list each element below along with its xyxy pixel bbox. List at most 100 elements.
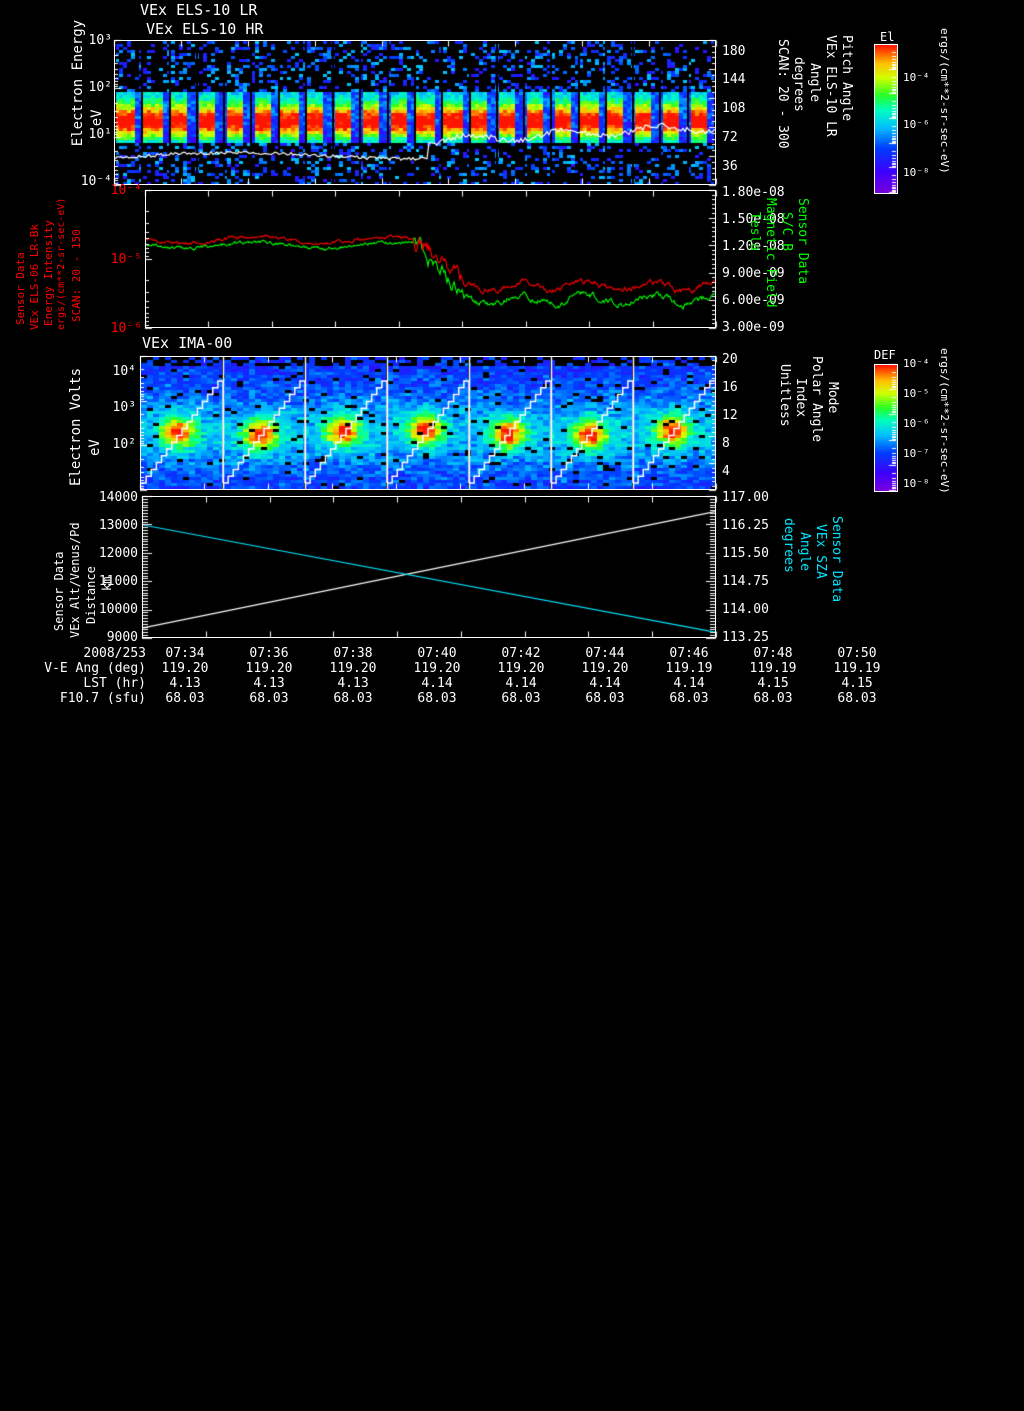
- p1-right-lab3: degrees: [791, 57, 806, 112]
- p4-rtick-5: 113.25: [722, 630, 769, 645]
- bt-veang-2: 119.20: [329, 661, 377, 676]
- bt-time-0: 07:34: [165, 646, 205, 661]
- bt-f107-5: 68.03: [585, 691, 625, 706]
- bt-veang-4: 119.20: [497, 661, 545, 676]
- p2-left-lab0: Sensor Data: [14, 252, 27, 325]
- p2-rtick-5: 3.00e-09: [722, 320, 785, 335]
- bt-veang-5: 119.20: [581, 661, 629, 676]
- bt-veang-3: 119.20: [413, 661, 461, 676]
- bt-rowlabel-1: V-E Ang (deg): [44, 661, 146, 676]
- bt-lst-0: 4.13: [169, 676, 201, 691]
- p4-ytick-5: 9000: [106, 630, 138, 645]
- panel1-right-labels: Pitch Angle VEx ELS-10 LR Angle degrees …: [770, 35, 890, 185]
- p3-right-lab1: Polar Angle: [809, 356, 824, 443]
- bt-lst-1: 4.13: [253, 676, 285, 691]
- p4-right-lab2: Angle: [797, 532, 812, 572]
- p1-right-lab0: Pitch Angle: [839, 35, 854, 122]
- p4-rtick-4: 114.00: [722, 602, 769, 617]
- p4-left-lab0: Sensor Data: [52, 551, 66, 631]
- p4-rtick-2: 115.50: [722, 546, 769, 561]
- p1-rtick-4: 36: [722, 159, 738, 174]
- panel3-spectrogram: [141, 357, 715, 489]
- bt-rowlabel-3: F10.7 (sfu): [59, 691, 146, 706]
- p2-right-lab1: S/C B: [779, 212, 794, 252]
- panel4-lines: [143, 497, 715, 637]
- p3-ytick-1: 10³: [112, 400, 136, 415]
- panel1-left-axis-unit: eV: [73, 50, 121, 160]
- p3-right-lab2: Index: [793, 378, 808, 418]
- p2-ytick-0: 10⁻⁴: [110, 183, 142, 198]
- bt-time-1: 07:36: [249, 646, 289, 661]
- p2-left-lab4: SCAN: 20 - 150: [70, 229, 83, 322]
- bt-f107-4: 68.03: [501, 691, 541, 706]
- cb3-tick-4: 10⁻⁸: [903, 477, 930, 490]
- bt-lst-8: 4.15: [841, 676, 873, 691]
- panel1-title-line1: VEx ELS-10 LR: [140, 1, 258, 19]
- p3-rtick-2: 12: [722, 408, 738, 423]
- p1-left-lab1: eV: [89, 109, 105, 127]
- panel4-right-labels: Sensor Data VEx SZA Angle degrees: [781, 496, 920, 641]
- bt-f107-0: 68.03: [165, 691, 205, 706]
- colorbar3-title: DEF: [874, 348, 896, 362]
- panel3-right-labels: Mode Polar Angle Index Unitless: [770, 352, 890, 492]
- cb1-tick-1: 10⁻⁶: [903, 118, 930, 131]
- cb3-tick-2: 10⁻⁶: [903, 417, 930, 430]
- p3-rtick-3: 8: [722, 436, 730, 451]
- cb3-tick-3: 10⁻⁷: [903, 447, 930, 460]
- bt-f107-6: 68.03: [669, 691, 709, 706]
- p2-right-lab2: Magnetic Field: [763, 198, 778, 308]
- bt-lst-6: 4.14: [673, 676, 705, 691]
- bt-veang-1: 119.20: [245, 661, 293, 676]
- bt-rowlabel-2: LST (hr): [83, 676, 146, 691]
- colorbar3-gradient: [874, 364, 898, 492]
- p1-right-lab2: Angle: [807, 63, 822, 103]
- figure-canvas: VEx ELS-10 LR VEx ELS-10 HR Electron Ene…: [0, 0, 1024, 708]
- p4-ytick-2: 12000: [98, 546, 138, 561]
- p2-left-lab2: Energy Intensity: [42, 220, 55, 326]
- bt-veang-0: 119.20: [161, 661, 209, 676]
- colorbar1-gradient: [874, 44, 898, 194]
- p1-rtick-3: 72: [722, 130, 738, 145]
- p3-rtick-4: 4: [722, 464, 730, 479]
- p4-right-lab3: degrees: [781, 518, 796, 573]
- p1-ytick-1: 10²: [88, 80, 112, 95]
- p3-ytick-0: 10⁴: [112, 364, 136, 379]
- p1-ytick-0: 10³: [88, 33, 112, 48]
- p2-left-lab1: VEx ELS-06 LR-Bk: [28, 224, 41, 330]
- bt-time-3: 07:40: [417, 646, 457, 661]
- p2-ytick-1: 10⁻⁵: [110, 252, 142, 267]
- cb1-tick-0: 10⁻⁴: [903, 71, 930, 84]
- p4-ytick-1: 13000: [98, 518, 138, 533]
- bt-time-7: 07:48: [753, 646, 793, 661]
- p4-ytick-0: 14000: [98, 490, 138, 505]
- bt-veang-6: 119.19: [665, 661, 713, 676]
- bt-veang-7: 119.19: [749, 661, 797, 676]
- p3-right-lab3: Unitless: [777, 364, 792, 427]
- bt-time-5: 07:44: [585, 646, 625, 661]
- bt-lst-4: 4.14: [505, 676, 537, 691]
- bt-f107-8: 68.03: [837, 691, 877, 706]
- p4-rtick-1: 116.25: [722, 518, 769, 533]
- p2-left-lab3: ergs/(cm**2-sr-sec-eV): [56, 197, 67, 330]
- p4-ytick-3: 11000: [98, 574, 138, 589]
- panel3-title: VEx IMA-00: [142, 334, 233, 352]
- p1-ytick-2: 10¹: [88, 127, 112, 142]
- bt-time-6: 07:46: [669, 646, 709, 661]
- p3-left-lab0: Electron Volts: [68, 367, 84, 486]
- bt-f107-7: 68.03: [753, 691, 793, 706]
- p3-right-lab0: Mode: [825, 382, 840, 414]
- bt-lst-3: 4.14: [421, 676, 453, 691]
- bt-f107-1: 68.03: [249, 691, 289, 706]
- p2-ytick-2: 10⁻⁶: [110, 321, 142, 336]
- p1-rtick-0: 180: [722, 44, 746, 59]
- p1-right-lab4: SCAN: 20 - 300: [775, 39, 790, 149]
- cb3-tick-0: 10⁻⁴: [903, 357, 930, 370]
- bt-lst-5: 4.14: [589, 676, 621, 691]
- p4-rtick-3: 114.75: [722, 574, 769, 589]
- p1-rtick-1: 144: [722, 72, 746, 87]
- bt-rowlabel-0: 2008/253: [83, 646, 146, 661]
- bt-time-2: 07:38: [333, 646, 373, 661]
- bottom-info-table: 2008/253 V-E Ang (deg) LST (hr) F10.7 (s…: [0, 646, 1024, 708]
- panel2-right-labels: Sensor Data S/C B Magnetic Field Tesla: [747, 190, 940, 330]
- p4-right-lab0: Sensor Data: [829, 516, 844, 603]
